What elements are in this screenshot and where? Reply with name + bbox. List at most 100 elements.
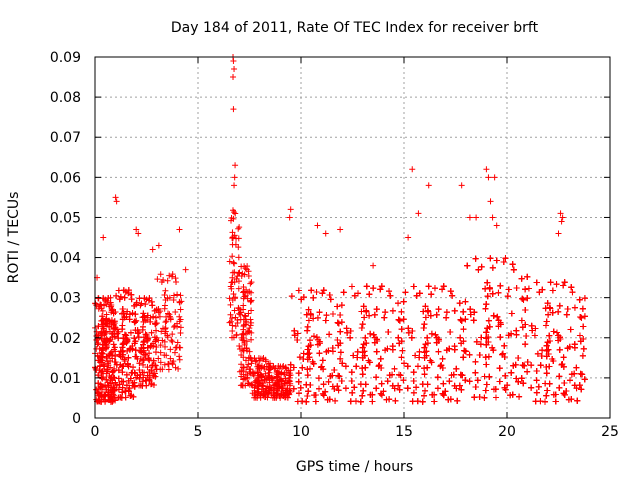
data-point (265, 372, 272, 379)
data-point (295, 370, 302, 377)
data-point (130, 393, 137, 400)
data-point (528, 384, 535, 391)
data-point (254, 383, 261, 390)
data-point (245, 310, 252, 317)
data-point (119, 341, 126, 348)
data-point (229, 269, 236, 276)
data-point (447, 288, 454, 295)
data-point (325, 378, 332, 385)
data-point (248, 279, 255, 286)
data-point (248, 289, 255, 296)
data-point (115, 375, 122, 382)
data-point (162, 319, 169, 326)
data-point (99, 307, 106, 314)
data-point (435, 306, 442, 313)
data-point (483, 381, 490, 388)
data-point (287, 372, 294, 379)
data-point (108, 351, 115, 358)
data-point (370, 262, 377, 269)
data-point (508, 369, 515, 376)
data-point (137, 355, 144, 362)
data-point (245, 327, 252, 334)
data-point (259, 382, 266, 389)
data-point (518, 275, 525, 282)
data-point (443, 314, 450, 321)
x-tick-labels: 0 5 10 15 20 25 (91, 424, 619, 440)
data-point (513, 331, 520, 338)
data-point (229, 234, 236, 241)
data-point (134, 372, 141, 379)
data-point (163, 352, 170, 359)
data-point (144, 372, 151, 379)
data-point (397, 372, 404, 379)
data-point (481, 394, 488, 401)
data-point (140, 310, 147, 317)
data-point (504, 293, 511, 300)
data-point (176, 299, 183, 306)
data-point (154, 276, 161, 283)
data-point (524, 368, 531, 375)
data-point (146, 376, 153, 383)
data-point (482, 354, 489, 361)
data-point (163, 313, 170, 320)
data-point (168, 337, 175, 344)
data-point (255, 388, 262, 395)
data-point (172, 344, 179, 351)
data-point (299, 398, 306, 405)
data-point (366, 291, 373, 298)
data-point (101, 392, 108, 399)
data-point (362, 364, 369, 371)
data-point (528, 322, 535, 329)
data-point (99, 368, 106, 375)
data-point (395, 300, 402, 307)
data-point (269, 375, 276, 382)
data-point (119, 326, 126, 333)
data-point (323, 348, 330, 355)
data-point (497, 334, 504, 341)
data-point (119, 389, 126, 396)
data-point (108, 384, 115, 391)
data-point (398, 354, 405, 361)
data-point (137, 371, 144, 378)
data-point (373, 385, 380, 392)
data-point (571, 344, 578, 351)
data-point (322, 388, 329, 395)
data-point (116, 381, 123, 388)
data-point (410, 369, 417, 376)
data-point (138, 349, 145, 356)
data-point (106, 328, 113, 335)
data-point (140, 334, 147, 341)
data-point (101, 337, 108, 344)
data-point (123, 371, 130, 378)
data-point (104, 298, 111, 304)
data-point (581, 376, 588, 383)
data-point (373, 306, 380, 313)
data-point (140, 361, 147, 368)
data-point (524, 273, 531, 280)
data-point (227, 311, 234, 318)
data-point (435, 348, 442, 355)
data-point (248, 329, 255, 336)
data-point (99, 388, 106, 395)
data-point (115, 367, 122, 374)
data-point (127, 345, 134, 352)
data-point (246, 325, 253, 332)
data-point (100, 295, 107, 302)
data-point (136, 376, 143, 383)
data-point (518, 317, 525, 324)
data-point (117, 394, 124, 401)
data-point (460, 308, 467, 315)
data-point (472, 358, 479, 365)
data-point (290, 364, 297, 371)
data-point (566, 377, 573, 384)
data-point (247, 316, 254, 323)
data-point (295, 390, 302, 397)
data-point (115, 386, 122, 393)
data-point (496, 365, 503, 372)
y-tick-label: 0.05 (50, 210, 81, 226)
data-point (457, 316, 464, 323)
data-point (318, 363, 325, 370)
data-point (472, 384, 479, 391)
data-point (109, 397, 116, 404)
data-point (331, 366, 338, 373)
